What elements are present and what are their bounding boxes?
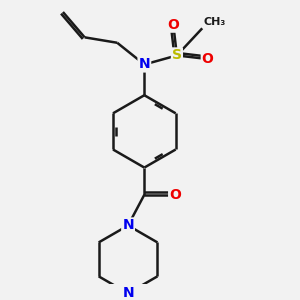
Text: O: O <box>169 188 181 202</box>
Text: O: O <box>202 52 214 66</box>
Text: CH₃: CH₃ <box>203 17 226 27</box>
Text: N: N <box>139 58 150 71</box>
Text: O: O <box>167 18 179 32</box>
Text: S: S <box>172 48 182 62</box>
Text: N: N <box>122 218 134 233</box>
Text: N: N <box>122 286 134 300</box>
